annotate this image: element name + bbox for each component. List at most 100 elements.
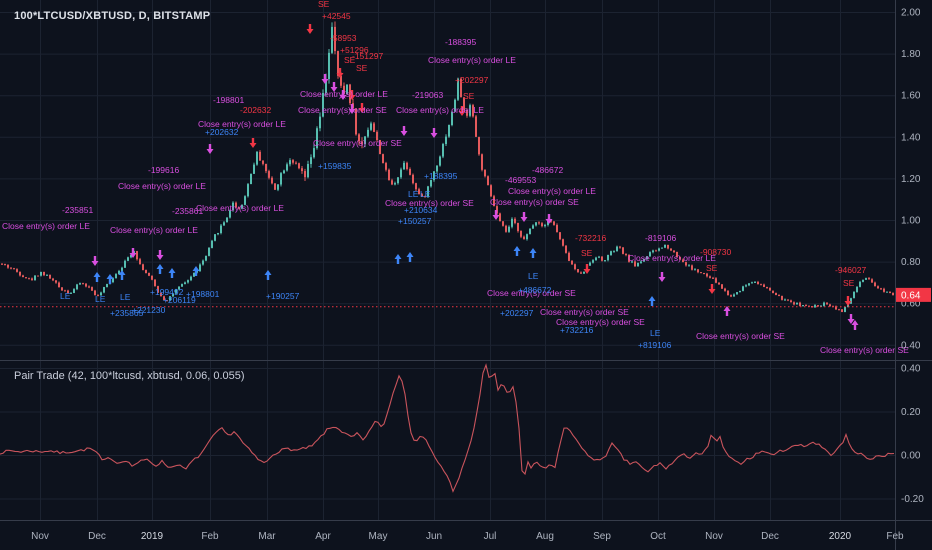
svg-text:May: May (369, 531, 388, 542)
buy-arrow-icon (513, 246, 521, 256)
svg-text:Close entry(s) order SE: Close entry(s) order SE (298, 105, 387, 115)
svg-text:1.00: 1.00 (901, 216, 921, 227)
svg-text:Close entry(s) order SE: Close entry(s) order SE (385, 198, 474, 208)
svg-text:SE: SE (463, 91, 475, 101)
svg-text:-198801: -198801 (213, 95, 244, 105)
svg-text:0.00: 0.00 (901, 451, 921, 462)
sell-arrow-icon (658, 272, 666, 282)
svg-text:-235851: -235851 (62, 205, 93, 215)
buy-arrow-icon (118, 270, 126, 280)
svg-text:+202297: +202297 (455, 75, 489, 85)
svg-text:SE: SE (843, 278, 855, 288)
svg-text:Mar: Mar (258, 531, 276, 542)
sell-arrow-icon (206, 144, 214, 154)
svg-text:+188395: +188395 (424, 171, 458, 181)
svg-text:0.40: 0.40 (901, 364, 921, 375)
svg-text:+199492: +199492 (150, 287, 184, 297)
buy-arrow-icon (529, 248, 537, 258)
svg-text:-151297: -151297 (352, 51, 383, 61)
svg-text:-199616: -199616 (148, 165, 179, 175)
svg-text:Jul: Jul (484, 531, 497, 542)
svg-text:+221230: +221230 (132, 305, 166, 315)
buy-arrow-icon (192, 266, 200, 276)
svg-text:-908730: -908730 (700, 247, 731, 257)
svg-text:+198801: +198801 (186, 289, 220, 299)
sell-arrow-icon (400, 126, 408, 136)
svg-text:Jun: Jun (426, 531, 442, 542)
svg-text:Close entry(s) order SE: Close entry(s) order SE (540, 307, 629, 317)
svg-text:Dec: Dec (761, 531, 779, 542)
last-price-tag: 0.64 (896, 287, 931, 302)
svg-text:-946027: -946027 (835, 265, 866, 275)
oscillator-line (0, 363, 895, 493)
svg-text:SE: SE (356, 63, 368, 73)
svg-text:0.64: 0.64 (901, 290, 921, 301)
svg-text:LE: LE (408, 189, 419, 199)
svg-text:+51296: +51296 (340, 45, 369, 55)
indicator-title[interactable]: Pair Trade (42, 100*ltcusd, xbtusd, 0.06… (14, 370, 245, 382)
svg-text:0.60: 0.60 (901, 299, 921, 310)
svg-text:Close entry(s) order SE: Close entry(s) order SE (820, 345, 909, 355)
svg-text:Close entry(s) order SE: Close entry(s) order SE (556, 317, 645, 327)
time-axis[interactable]: Nov Dec 2019 Feb Mar Apr May Jun Jul Aug Sep Oct Nov… (31, 531, 904, 542)
buy-arrow-icon (648, 296, 656, 306)
sell-arrow-icon (330, 82, 338, 92)
svg-text:Close entry(s) order LE: Close entry(s) order LE (2, 221, 90, 231)
svg-text:LE: LE (528, 271, 539, 281)
svg-text:Feb: Feb (886, 531, 904, 542)
sell-arrow-icon (844, 296, 852, 306)
svg-text:LE: LE (60, 291, 71, 301)
buy-arrow-icon (394, 254, 402, 264)
svg-text:-235861: -235861 (172, 206, 203, 216)
sell-arrow-icon (492, 210, 500, 220)
buy-arrow-icon (851, 320, 859, 330)
buy-arrow-icon (106, 274, 114, 284)
svg-text:-188395: -188395 (445, 37, 476, 47)
svg-text:Nov: Nov (705, 531, 723, 542)
svg-text:LE: LE (420, 189, 431, 199)
sell-arrow-icon (339, 90, 347, 100)
svg-text:-58953: -58953 (330, 33, 357, 43)
svg-text:Apr: Apr (315, 531, 331, 542)
svg-text:LE: LE (120, 292, 131, 302)
svg-text:Close entry(s) order SE: Close entry(s) order SE (490, 197, 579, 207)
signal-arrows (91, 24, 859, 330)
buy-arrow-icon (406, 252, 414, 262)
svg-text:Close entry(s) order LE: Close entry(s) order LE (198, 119, 286, 129)
svg-text:Close entry(s) order SE: Close entry(s) order SE (313, 138, 402, 148)
svg-text:Nov: Nov (31, 531, 49, 542)
svg-text:-219063: -219063 (412, 90, 443, 100)
sell-arrow-icon (129, 248, 137, 258)
sell-arrow-icon (348, 90, 356, 100)
symbol-title[interactable]: 100*LTCUSD/XBTUSD, D, BITSTAMP (14, 10, 211, 22)
price-axis[interactable]: 2.00 1.80 1.60 1.40 1.20 1.00 0.80 0.60 0.40 0.40… (901, 8, 924, 506)
sell-arrow-icon (520, 212, 528, 222)
svg-text:-0.20: -0.20 (901, 494, 924, 505)
svg-text:+190257: +190257 (266, 291, 300, 301)
svg-text:+206119: +206119 (163, 295, 196, 305)
svg-text:LE: LE (650, 328, 661, 338)
candles (1, 21, 894, 313)
svg-text:Close entry(s) order SE: Close entry(s) order SE (696, 331, 785, 341)
sell-arrow-icon (458, 106, 466, 116)
svg-text:2020: 2020 (829, 531, 852, 542)
svg-text:Close entry(s) order LE: Close entry(s) order LE (110, 225, 198, 235)
svg-text:+42545: +42545 (322, 11, 351, 21)
svg-text:-202632: -202632 (240, 105, 271, 115)
svg-text:Close entry(s) order LE: Close entry(s) order LE (508, 186, 596, 196)
svg-text:Oct: Oct (650, 531, 666, 542)
svg-text:+235865: +235865 (110, 308, 144, 318)
svg-text:+159835: +159835 (318, 161, 352, 171)
svg-text:-732216: -732216 (575, 233, 606, 243)
svg-text:1.80: 1.80 (901, 49, 921, 60)
svg-text:+486672: +486672 (518, 285, 552, 295)
svg-text:2019: 2019 (141, 531, 164, 542)
sell-arrow-icon (358, 103, 366, 113)
svg-text:LE: LE (95, 294, 106, 304)
svg-text:+732216: +732216 (560, 325, 594, 335)
sell-arrow-icon (708, 284, 716, 294)
svg-text:Close entry(s) order LE: Close entry(s) order LE (396, 105, 484, 115)
